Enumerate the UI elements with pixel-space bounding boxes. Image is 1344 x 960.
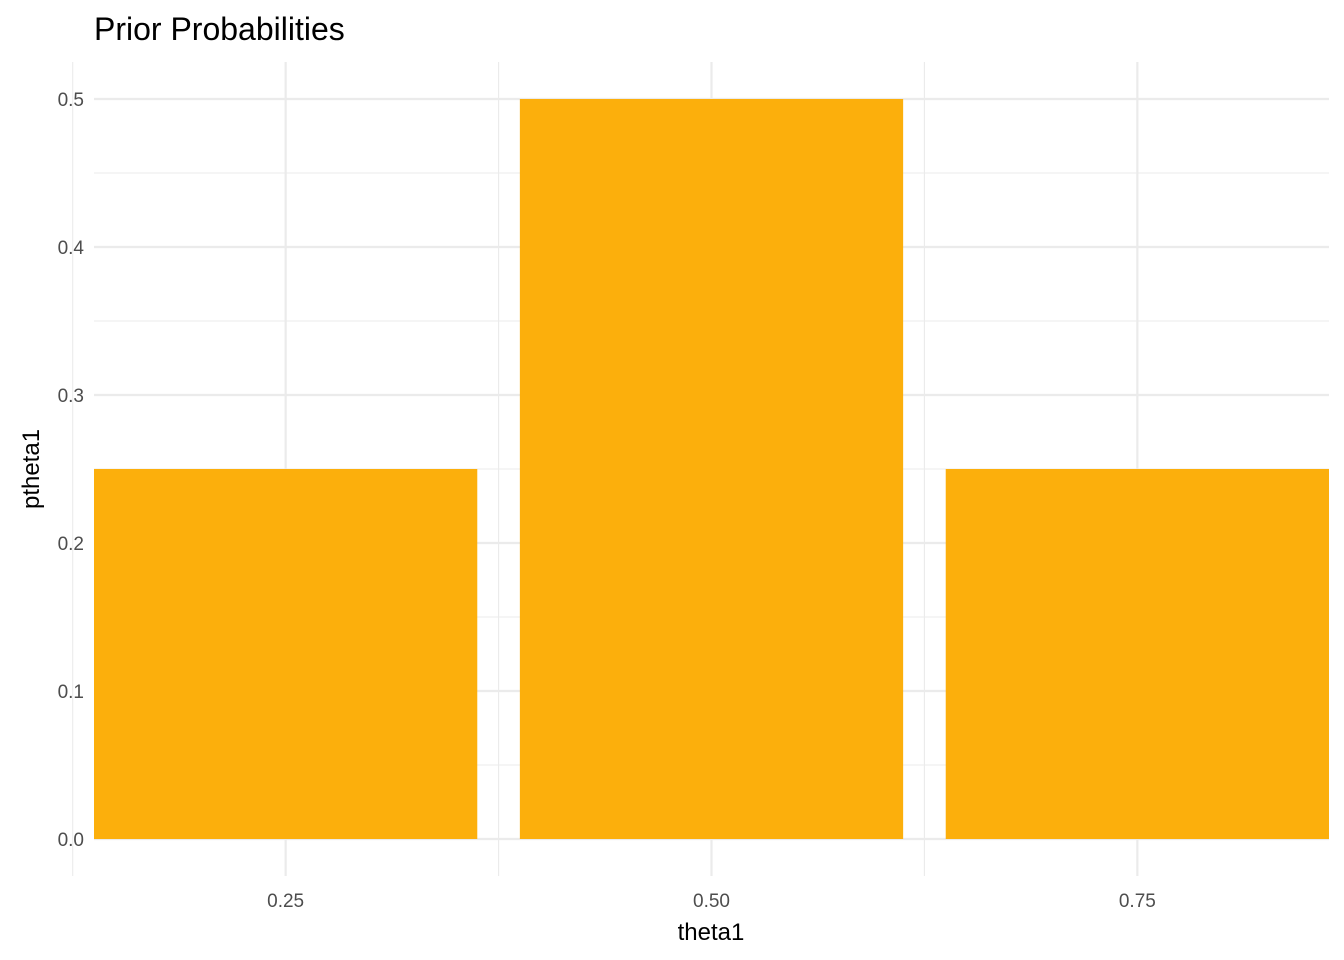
bars <box>94 99 1329 839</box>
y-axis-tick-labels: 0.0 0.1 0.2 0.3 0.4 0.5 <box>58 90 85 851</box>
y-tick-label: 0.0 <box>58 830 84 851</box>
chart-title: Prior Probabilities <box>94 11 345 47</box>
x-tick-label: 0.50 <box>693 891 730 912</box>
y-tick-label: 0.2 <box>58 534 84 555</box>
x-axis-title: theta1 <box>678 919 745 946</box>
bar-0.25 <box>94 469 478 839</box>
x-tick-label: 0.75 <box>1119 891 1156 912</box>
y-tick-label: 0.5 <box>58 90 84 111</box>
x-axis-tick-labels: 0.25 0.50 0.75 <box>267 891 1156 912</box>
x-tick-label: 0.25 <box>267 891 304 912</box>
y-axis-title: ptheta1 <box>18 429 45 509</box>
y-tick-label: 0.3 <box>58 386 84 407</box>
y-tick-label: 0.1 <box>58 682 84 703</box>
bar-0.75 <box>945 469 1329 839</box>
bar-0.50 <box>519 99 904 839</box>
y-tick-label: 0.4 <box>58 238 85 259</box>
